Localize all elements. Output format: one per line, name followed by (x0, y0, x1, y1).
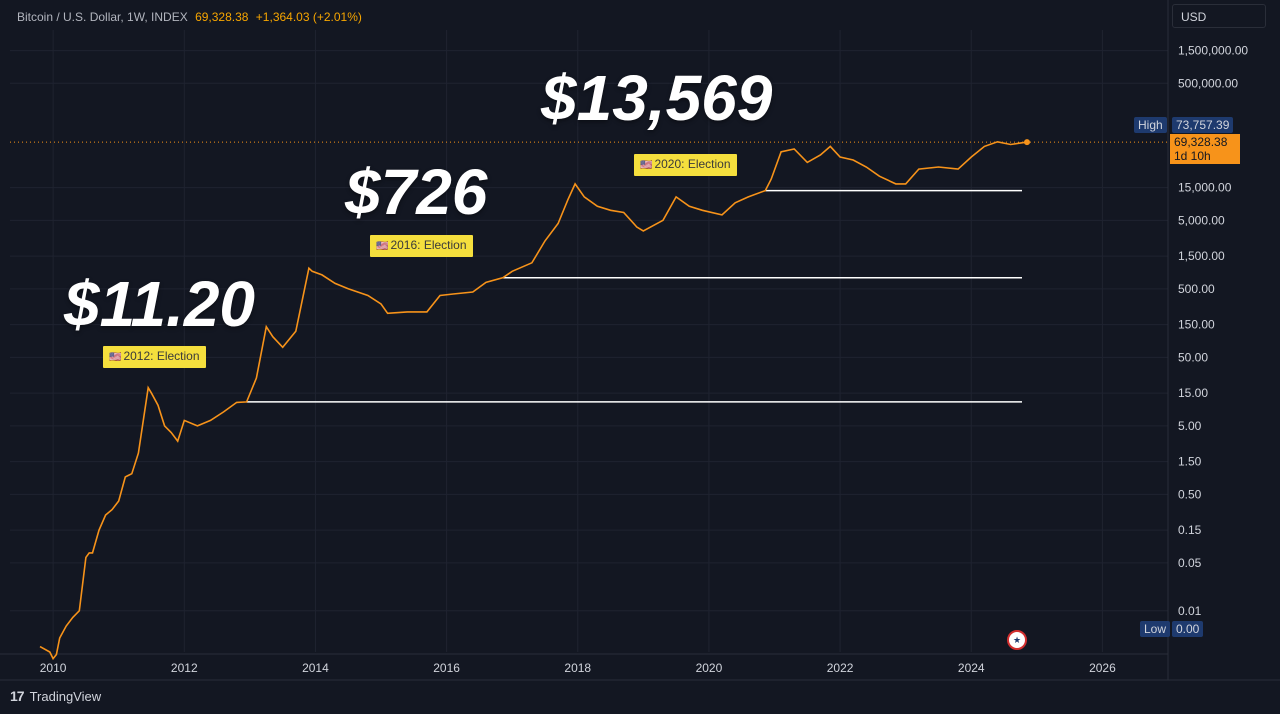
axes: 2010 2012 2014 2016 2018 2020 2022 2024 2026 0.01… (0, 0, 1280, 681)
us-flag-icon: 🇺🇸 (109, 352, 122, 363)
series-line (39, 140, 1028, 661)
y-tick-label: 15.00 (1178, 386, 1208, 400)
election-text: 2020: Election (654, 157, 731, 171)
grid (10, 30, 1168, 652)
last-point (1024, 139, 1030, 146)
y-tick-label: 50.00 (1178, 350, 1208, 364)
x-tick-label: 2016 (433, 661, 460, 675)
big-label-2016: $726 (345, 156, 488, 228)
high-label: High (1134, 117, 1167, 133)
low-value: 0.00 (1172, 621, 1204, 637)
y-tick-label: 1.50 (1178, 455, 1202, 469)
x-tick-label: 2020 (696, 661, 723, 675)
y-tick-label: 0.05 (1178, 556, 1202, 570)
tradingview-logo-icon[interactable]: 17 (10, 688, 25, 704)
x-tick-label: 2024 (958, 661, 985, 675)
x-tick-label: 2012 (171, 661, 198, 675)
header-change: +1,364.03 (+2.01%) (255, 10, 362, 24)
x-tick-label: 2022 (827, 661, 854, 675)
election-text: 2016: Election (390, 238, 467, 252)
y-tick-label: 0.15 (1178, 523, 1202, 537)
x-tick-label: 2014 (302, 661, 329, 675)
y-tick-label: 500.00 (1178, 282, 1215, 296)
election-label-2016[interactable]: 🇺🇸 2016: Election (370, 235, 473, 257)
big-label-2020: $13,569 (541, 62, 773, 134)
election-text: 2012: Election (123, 349, 200, 363)
countdown: 1d 10h (1174, 149, 1211, 163)
y-tick-label: 1,500.00 (1178, 249, 1225, 263)
last-price-tag: 69,328.38 1d 10h (1170, 134, 1240, 164)
y-tick-label: 1,500,000.00 (1178, 44, 1248, 58)
us-event-badge-icon[interactable]: ★ (1007, 630, 1027, 650)
x-tick-label: 2010 (40, 661, 67, 675)
election-label-2020[interactable]: 🇺🇸 2020: Election (634, 154, 737, 176)
last-price-value: 69,328.38 (1174, 135, 1228, 149)
big-label-2012: $11.20 (64, 268, 255, 340)
brand-name: TradingView (29, 688, 102, 704)
x-tick-label: 2026 (1089, 661, 1116, 675)
y-tick-label: 5,000.00 (1178, 213, 1225, 227)
y-tick-label: 5.00 (1178, 419, 1202, 433)
reference-lines (246, 189, 1022, 403)
chart-header: Bitcoin / U.S. Dollar, 1W, INDEX 69,328.… (17, 10, 362, 24)
low-label: Low (1140, 621, 1171, 637)
y-tick-label: 500,000.00 (1178, 76, 1238, 90)
y-tick-label: 0.50 (1178, 487, 1202, 501)
y-tick-label: 150.00 (1178, 318, 1215, 332)
symbol-label: Bitcoin / U.S. Dollar, 1W, INDEX (17, 10, 188, 24)
x-tick-label: 2018 (564, 661, 591, 675)
header-price: 69,328.38 (195, 10, 249, 24)
currency-button[interactable]: USD (1172, 4, 1266, 28)
y-tick-label: 0.01 (1178, 604, 1202, 618)
y-tick-label: 15,000.00 (1178, 181, 1232, 195)
footer: 17 TradingView (10, 688, 101, 704)
us-flag-icon: 🇺🇸 (376, 241, 389, 252)
high-value: 73,757.39 (1172, 117, 1234, 133)
us-flag-icon: 🇺🇸 (640, 160, 653, 171)
election-label-2012[interactable]: 🇺🇸 2012: Election (103, 346, 206, 368)
